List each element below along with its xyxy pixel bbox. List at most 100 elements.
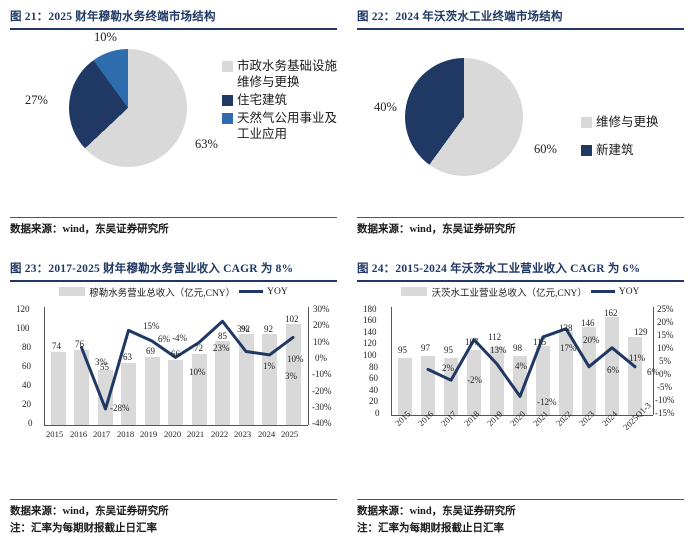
fig24-ytick-160: 160 <box>363 315 377 326</box>
fig24-bar-label-2025: 129 <box>634 326 648 337</box>
fig24-ytick-80: 80 <box>369 361 378 372</box>
fig23-y2tick-m40: -40% <box>312 417 332 428</box>
fig23-xtick-2018: 2018 <box>117 428 135 439</box>
fig21-legend: 市政水务基础设施维修与更换 住宅建筑 天然气公用事业及工业应用 <box>222 58 337 144</box>
fig21-source-text: 数据来源：wind，东吴证券研究所 <box>10 223 169 235</box>
fig21-slice-label-1: 63% <box>195 136 218 151</box>
fig22-slice-label-1: 60% <box>534 141 557 156</box>
fig23-yoy-label-2017: -28% <box>110 402 130 413</box>
panel-fig24: 图 24：2015-2024 年沃茨水工业营业收入 CAGR 为 6% 沃茨水工… <box>347 252 694 543</box>
fig24-y2tick-10: 10% <box>657 342 674 353</box>
fig24-bar-2024 <box>605 317 619 415</box>
fig22-legend-item-2: 新建筑 <box>581 142 659 158</box>
fig24-bar-label-2015: 95 <box>398 344 407 355</box>
fig24-ytick-20: 20 <box>369 396 378 407</box>
fig23-y-axis <box>44 306 45 425</box>
fig23-bar-2022 <box>215 340 230 425</box>
fig24-y2tick-m15: -15% <box>655 407 675 418</box>
fig23-xtick-2016: 2016 <box>70 428 88 439</box>
fig21-title: 图 21：2025 财年穆勒水务终端市场结构 <box>10 11 216 23</box>
fig22-source-text: 数据来源：wind，东吴证券研究所 <box>357 223 516 235</box>
fig23-bar-label-2023: 92 <box>241 323 250 334</box>
fig23-bar-2016 <box>74 349 89 425</box>
fig23-y2tick-30: 30% <box>313 303 330 314</box>
fig23-yoy-label-2016: 3% <box>95 356 107 367</box>
fig23-bar-label-2021: 72 <box>194 342 203 353</box>
fig23-bar-2023 <box>239 334 254 425</box>
fig22-slice-label-2: 40% <box>374 99 397 114</box>
fig23-ytick-60: 60 <box>22 360 31 371</box>
fig23-y2tick-m30: -30% <box>312 401 332 412</box>
fig23-yoy-label-2025: 10% <box>287 353 304 364</box>
fig21-pie-chart: 10% 27% 63% 市政水务基础设施维修与更换 住宅建筑 天然气公用事业及工… <box>10 30 337 202</box>
fig24-bar-label-2023: 146 <box>581 317 595 328</box>
fig23-bar-label-2024: 92 <box>264 323 273 334</box>
fig23-bar-2021 <box>192 353 207 425</box>
legend-line-swatch-icon <box>239 290 264 294</box>
fig23-yoy-label-2020: -4% <box>172 332 187 343</box>
fig23-yoy-label-2025b: 3% <box>285 370 297 381</box>
fig24-ytick-140: 140 <box>363 326 377 337</box>
legend-swatch-icon <box>581 144 592 156</box>
fig24-bar-2018 <box>467 350 481 415</box>
fig23-legend: 穆勒水务营业总收入（亿元,CNY） YOY <box>10 285 337 299</box>
panel-fig23: 图 23：2017-2025 财年穆勒水务营业收入 CAGR 为 8% 穆勒水务… <box>0 252 347 543</box>
fig24-bar-label-2021: 115 <box>533 336 547 347</box>
legend-line-swatch-icon <box>590 290 615 294</box>
fig24-yoy-label-2018: 13% <box>490 344 507 355</box>
fig24-source-text: 数据来源：wind，东吴证券研究所 <box>357 506 516 518</box>
fig22-legend-item-1: 维修与更换 <box>581 114 659 130</box>
fig23-bar-2017 <box>98 370 113 425</box>
fig23-bar-label-2017: 55 <box>100 361 109 372</box>
fig24-title-rule <box>357 280 684 282</box>
fig24-bar-label-2022: 138 <box>559 322 573 333</box>
fig23-legend-label-line: YOY <box>267 286 288 297</box>
fig24-title: 图 24：2015-2024 年沃茨水工业营业收入 CAGR 为 6% <box>357 263 641 275</box>
fig24-ytick-100: 100 <box>363 349 377 360</box>
panel-fig21: 图 21：2025 财年穆勒水务终端市场结构 10% 27% 63% 市政水务基… <box>0 0 347 252</box>
fig24-y2tick-15: 15% <box>657 329 674 340</box>
fig24-ytick-40: 40 <box>369 384 378 395</box>
fig24-bar-label-2024: 162 <box>604 307 618 318</box>
legend-swatch-icon <box>222 94 233 106</box>
fig23-ytick-20: 20 <box>22 398 31 409</box>
fig24-y2tick-0: 0% <box>659 368 671 379</box>
fig23-xtick-2025: 2025 <box>281 428 299 439</box>
fig24-yoy-label-2023: 6% <box>607 364 619 375</box>
legend-swatch-icon <box>222 112 233 124</box>
fig23-ytick-80: 80 <box>22 341 31 352</box>
fig21-legend-label-2: 住宅建筑 <box>237 92 288 107</box>
fig24-bar-label-2020: 98 <box>513 342 522 353</box>
fig24-bar-label-2016: 97 <box>421 342 430 353</box>
fig24-y2tick-25: 25% <box>657 303 674 314</box>
fig23-ytick-0: 0 <box>28 417 33 428</box>
fig24-bar-label-2019: 112 <box>488 331 502 342</box>
fig23-source-text: 数据来源：wind，东吴证券研究所 <box>10 506 169 518</box>
legend-bar-swatch-icon <box>59 287 86 297</box>
fig23-bar-label-2015: 74 <box>52 340 61 351</box>
fig24-bar-2022 <box>559 331 573 415</box>
fig21-legend-label-3: 天然气公用事业及工业应用 <box>237 110 338 141</box>
fig23-bar-label-2018: 63 <box>123 351 132 362</box>
fig23-yoy-line <box>80 319 295 411</box>
fig23-bar-label-2025: 102 <box>285 313 299 324</box>
fig23-yoy-label-2022: 23% <box>213 342 230 353</box>
fig23-note-text: 注：汇率为每期财报截止日汇率 <box>10 522 157 534</box>
fig24-ytick-0: 0 <box>375 407 380 418</box>
fig23-ytick-100: 100 <box>16 322 30 333</box>
fig24-bar-2019 <box>490 347 504 415</box>
fig23-ytick-120: 120 <box>16 303 30 314</box>
fig24-y-axis <box>391 306 392 415</box>
fig24-yoy-label-2022: 20% <box>583 334 600 345</box>
fig23-ytick-40: 40 <box>22 379 31 390</box>
fig23-xtick-2021: 2021 <box>187 428 205 439</box>
fig22-source-rule <box>357 216 684 218</box>
fig21-source-block: 数据来源：wind，东吴证券研究所 <box>10 216 337 238</box>
fig21-legend-item-1: 市政水务基础设施维修与更换 <box>222 58 337 90</box>
fig23-xtick-2022: 2022 <box>211 428 229 439</box>
fig22-title: 图 22：2024 年沃茨水工业终端市场结构 <box>357 11 563 23</box>
fig24-y2tick-m5: -5% <box>657 381 672 392</box>
fig24-legend-label-bar: 沃茨水工业营业总收入（亿元,CNY） <box>431 288 587 299</box>
fig24-source-block: 数据来源：wind，东吴证券研究所 注：汇率为每期财报截止日汇率 <box>357 499 684 537</box>
